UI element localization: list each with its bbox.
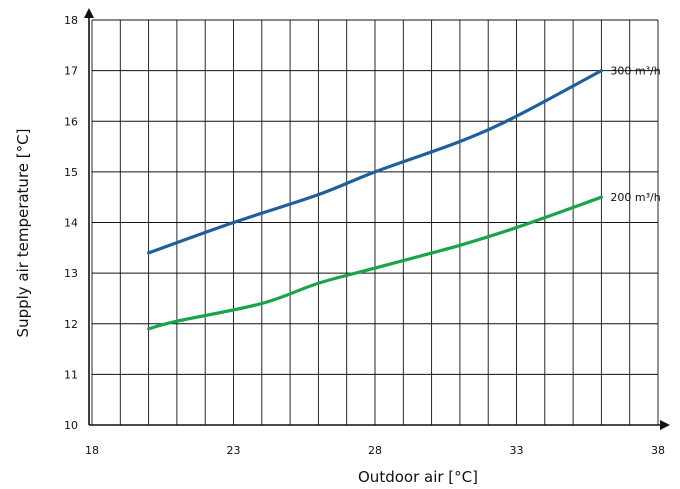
x-axis-label: Outdoor air [°C] [358,468,478,486]
series-line [147,69,603,255]
series-label: 300 m³/h [610,65,660,78]
x-tick-label: 38 [651,444,665,457]
y-tick-label: 12 [64,318,78,331]
x-tick-labels: 18 23 28 33 38 [85,444,665,457]
y-axis-label: Supply air temperature [°C] [14,129,32,338]
x-tick-label: 23 [227,444,241,457]
y-tick-labels: 10 11 12 13 14 15 16 17 18 [64,14,78,432]
y-tick-label: 14 [64,217,78,230]
x-tick-label: 18 [85,444,99,457]
series-lines [147,69,603,331]
y-tick-label: 17 [64,65,78,78]
x-tick-label: 33 [510,444,524,457]
x-tick-label: 28 [368,444,382,457]
y-tick-label: 11 [64,368,78,381]
y-tick-label: 10 [64,419,78,432]
series-line [147,195,603,331]
series-label: 200 m³/h [610,191,660,204]
y-axis-arrow [84,8,94,18]
y-tick-label: 15 [64,166,78,179]
gridlines [91,19,659,426]
y-tick-label: 16 [64,115,78,128]
y-tick-label: 18 [64,14,78,27]
y-tick-label: 13 [64,267,78,280]
x-axis-arrow [660,420,670,430]
axes [84,8,670,430]
